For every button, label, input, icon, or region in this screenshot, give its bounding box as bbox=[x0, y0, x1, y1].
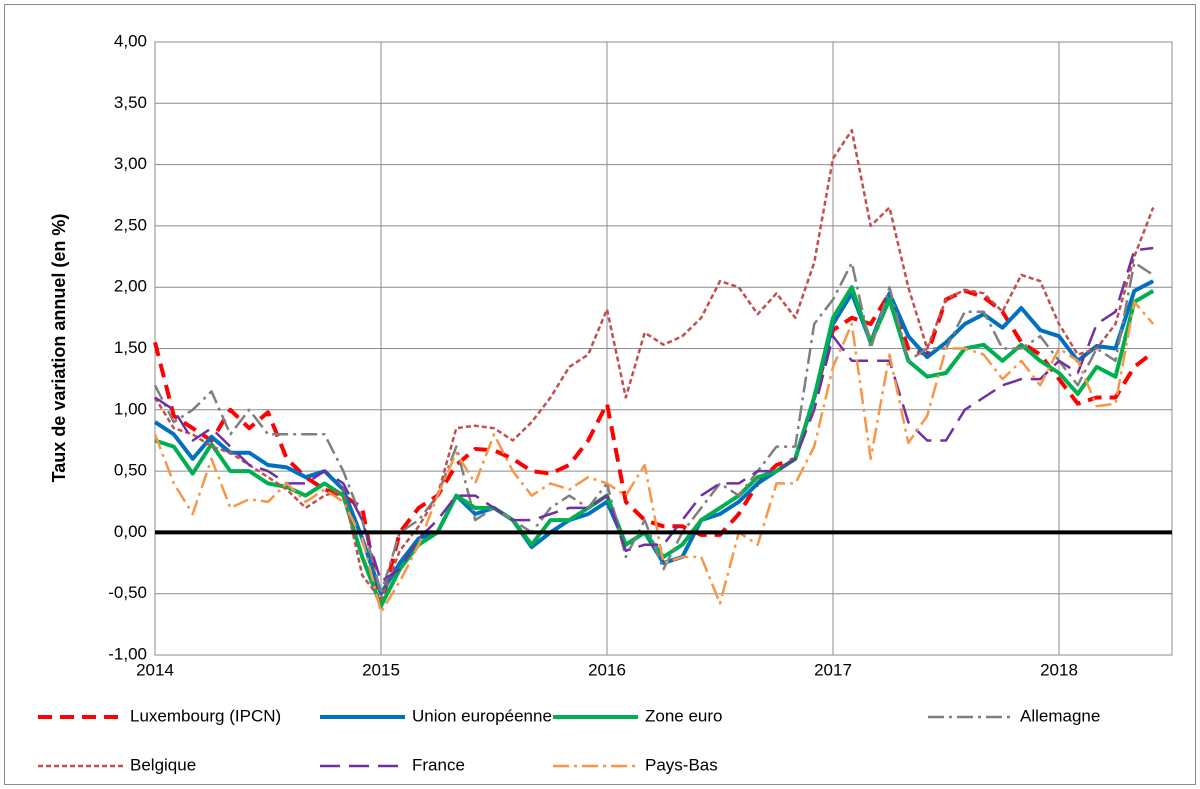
y-tick-label: 1,00 bbox=[114, 399, 147, 418]
y-tick-label: 2,50 bbox=[114, 215, 147, 234]
x-tick-label: 2014 bbox=[136, 660, 174, 679]
legend-label: Union européenne bbox=[412, 706, 552, 725]
y-tick-label: -0,50 bbox=[108, 583, 147, 602]
legend-label: Zone euro bbox=[645, 706, 723, 725]
series-line bbox=[153, 129, 1155, 602]
y-tick-label: 1,50 bbox=[114, 338, 147, 357]
legend-label: Pays-Bas bbox=[645, 755, 718, 774]
y-axis-label: Taux de variation annuel (en %) bbox=[49, 214, 69, 483]
y-tick-label: 0,00 bbox=[114, 522, 147, 541]
legend-label: Luxembourg (IPCN) bbox=[130, 706, 281, 725]
series-line bbox=[153, 300, 1155, 614]
y-tick-label: 3,50 bbox=[114, 93, 147, 112]
x-tick-label: 2018 bbox=[1040, 660, 1078, 679]
legend-label: Belgique bbox=[130, 755, 196, 774]
y-tick-label: -1,00 bbox=[108, 644, 147, 663]
y-tick-label: 2,00 bbox=[114, 277, 147, 296]
x-tick-label: 2017 bbox=[814, 660, 852, 679]
legend-label: Allemagne bbox=[1020, 706, 1100, 725]
x-tick-label: 2015 bbox=[362, 660, 400, 679]
series-line bbox=[154, 246, 1154, 583]
series-line bbox=[153, 288, 1155, 608]
y-tick-label: 4,00 bbox=[114, 31, 147, 50]
y-tick-label: 0,50 bbox=[114, 461, 147, 480]
y-tick-label: 3,00 bbox=[114, 154, 147, 173]
x-tick-label: 2016 bbox=[588, 660, 626, 679]
legend-label: France bbox=[412, 755, 465, 774]
